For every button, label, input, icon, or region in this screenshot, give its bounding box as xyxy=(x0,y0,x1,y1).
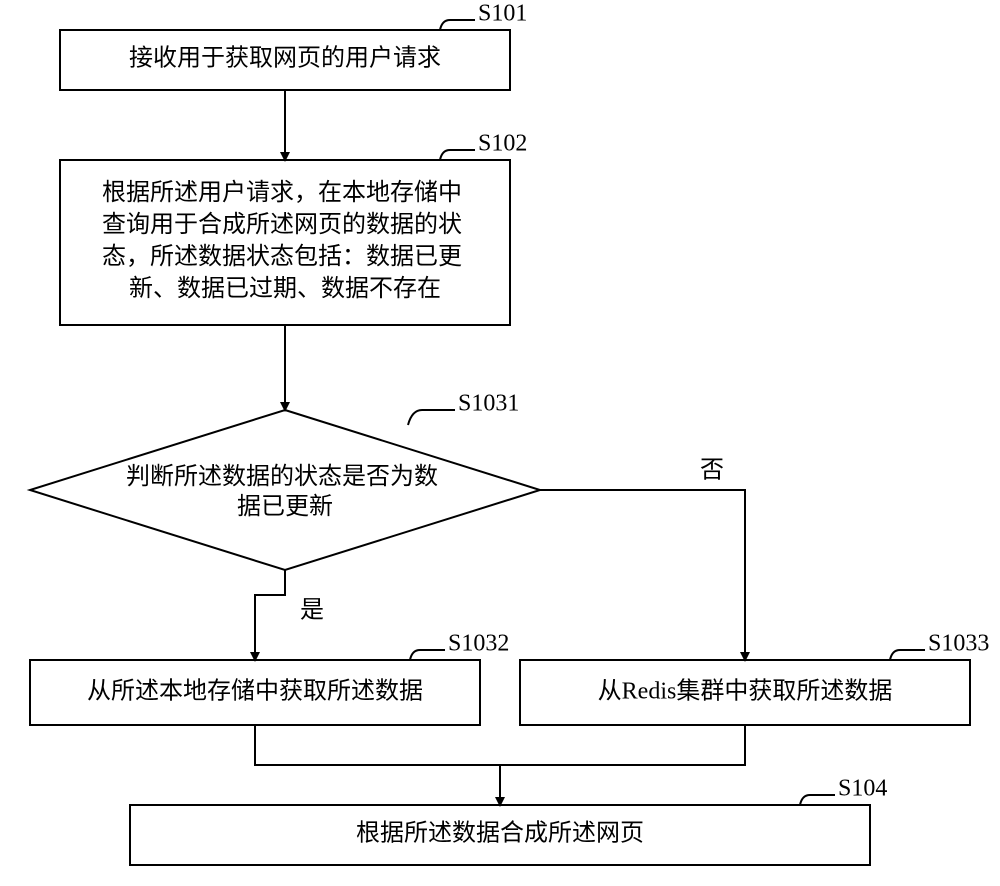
callout-s1031: S1031 xyxy=(408,391,519,426)
node-s101-text: 接收用于获取网页的用户请求 xyxy=(129,45,441,72)
edge-s1032-s104 xyxy=(255,725,500,805)
edge-no-label: 否 xyxy=(700,458,724,484)
callout-s101: S101 xyxy=(440,1,527,31)
callout-s1031-text: S1031 xyxy=(458,391,519,417)
callout-s102: S102 xyxy=(440,131,527,161)
node-s1031-diamond xyxy=(30,410,540,570)
node-s1033: 从Redis集群中获取所述数据 xyxy=(520,660,970,725)
node-s1033-text: 从Redis集群中获取所述数据 xyxy=(598,678,893,705)
edge-s1031-s1032-line xyxy=(255,570,285,660)
edge-s1031-s1033-line xyxy=(540,490,745,660)
flowchart-diagram: 接收用于获取网页的用户请求 根据所述用户请求，在本地存储中 查询用于合成所述网页… xyxy=(0,0,1000,886)
node-s101: 接收用于获取网页的用户请求 xyxy=(60,30,510,90)
callout-s101-line xyxy=(440,20,475,30)
edge-s1031-no: 否 xyxy=(540,458,745,661)
callout-s1032-line xyxy=(410,650,445,660)
callout-s104: S104 xyxy=(800,776,887,806)
node-s1032-text: 从所述本地存储中获取所述数据 xyxy=(87,678,423,705)
callout-s1033-text: S1033 xyxy=(928,631,989,657)
callout-s102-text: S102 xyxy=(478,131,527,157)
callout-s101-text: S101 xyxy=(478,1,527,27)
callout-s104-line xyxy=(800,795,835,805)
callout-s1033-line xyxy=(890,650,925,660)
edge-s1031-yes: 是 xyxy=(255,570,324,660)
node-s104: 根据所述数据合成所述网页 xyxy=(130,805,870,865)
callout-s1031-line xyxy=(408,410,455,425)
node-s104-text: 根据所述数据合成所述网页 xyxy=(356,820,644,847)
edge-s1033-merge xyxy=(500,725,745,765)
callout-s1032-text: S1032 xyxy=(448,631,509,657)
node-s1032: 从所述本地存储中获取所述数据 xyxy=(30,660,480,725)
callout-s104-text: S104 xyxy=(838,776,887,802)
callout-s1033: S1033 xyxy=(890,631,989,661)
edge-yes-label: 是 xyxy=(300,598,324,624)
node-s102: 根据所述用户请求，在本地存储中 查询用于合成所述网页的数据的状 态，所述数据状态… xyxy=(60,160,510,325)
callout-s102-line xyxy=(440,150,475,160)
callout-s1032: S1032 xyxy=(410,631,509,661)
node-s1031: 判断所述数据的状态是否为数 据已更新 xyxy=(30,410,540,570)
